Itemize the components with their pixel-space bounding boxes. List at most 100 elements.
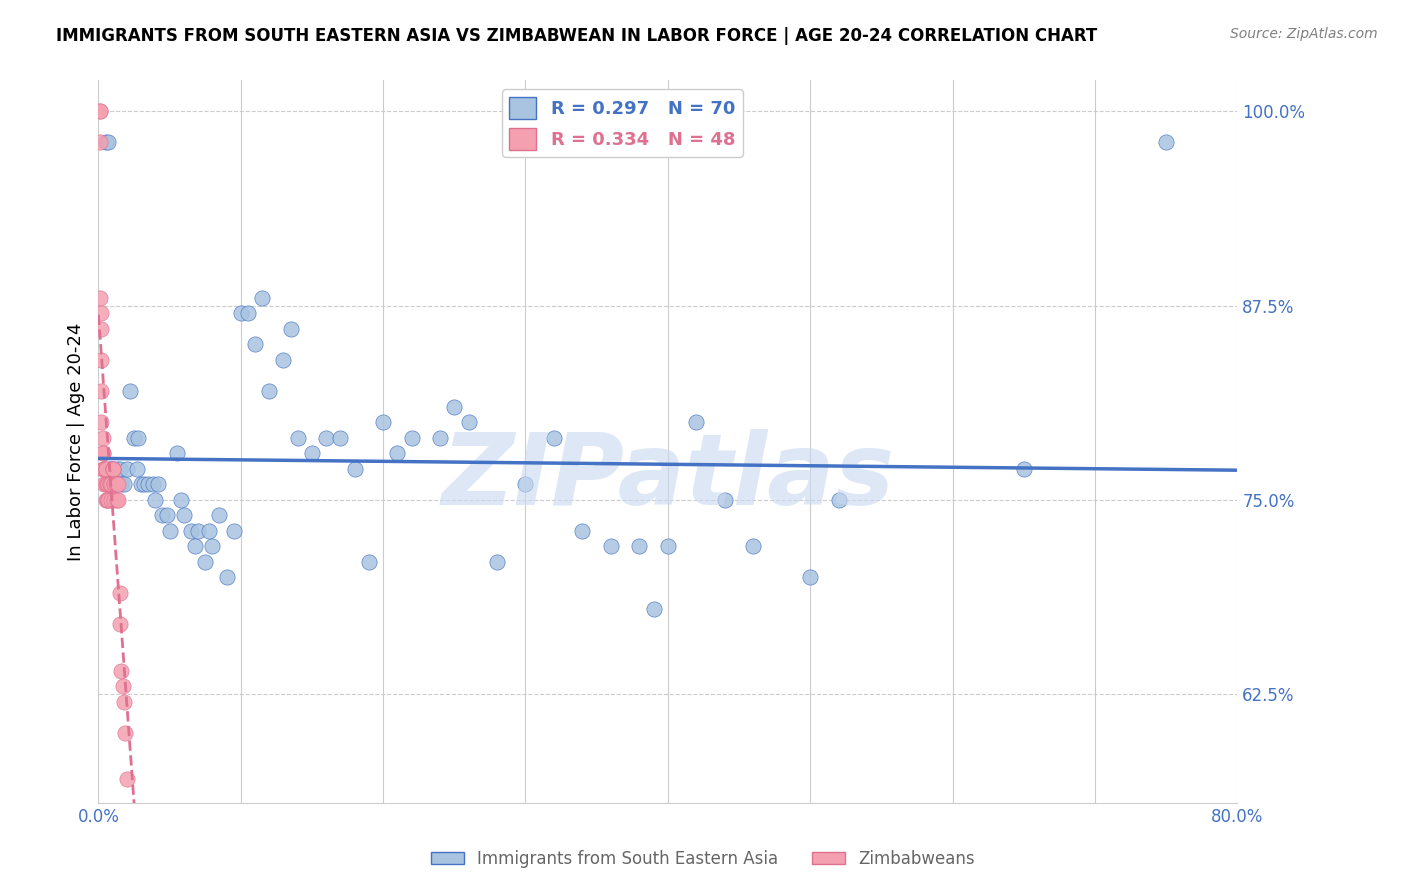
Point: [94, 461, 117, 475]
Point: [156, 508, 179, 523]
Point: [103, 492, 125, 507]
Point: [243, 337, 266, 351]
Point: [401, 431, 423, 445]
Point: [643, 601, 665, 615]
Point: [90, 415, 112, 429]
Point: [108, 461, 131, 475]
Point: [250, 291, 273, 305]
Point: [94, 136, 117, 150]
Point: [127, 431, 149, 445]
Point: [657, 540, 679, 554]
Point: [112, 477, 135, 491]
Point: [571, 524, 593, 538]
Point: [100, 492, 122, 507]
Point: [91, 446, 114, 460]
Point: [129, 477, 152, 491]
Point: [600, 540, 623, 554]
Point: [105, 477, 128, 491]
Point: [112, 695, 135, 709]
Point: [98, 477, 121, 491]
Point: [90, 353, 112, 368]
Point: [98, 461, 121, 475]
Point: [742, 540, 765, 554]
Point: [90, 306, 112, 320]
Point: [91, 446, 114, 460]
Point: [443, 400, 465, 414]
Point: [101, 461, 124, 475]
Point: [101, 461, 124, 475]
Text: IMMIGRANTS FROM SOUTH EASTERN ASIA VS ZIMBABWEAN IN LABOR FORCE | AGE 20-24 CORR: IMMIGRANTS FROM SOUTH EASTERN ASIA VS ZI…: [56, 27, 1098, 45]
Point: [105, 477, 128, 491]
Point: [105, 461, 128, 475]
Point: [329, 431, 352, 445]
Point: [94, 477, 117, 491]
Point: [114, 726, 136, 740]
Point: [96, 492, 118, 507]
Point: [97, 136, 120, 150]
Point: [107, 492, 129, 507]
Point: [280, 322, 302, 336]
Point: [152, 508, 174, 523]
Point: [98, 477, 121, 491]
Point: [170, 492, 193, 507]
Point: [259, 384, 281, 398]
Point: [105, 492, 128, 507]
Point: [194, 555, 217, 569]
Point: [486, 555, 509, 569]
Point: [1012, 461, 1035, 475]
Point: [429, 431, 451, 445]
Point: [159, 524, 181, 538]
Point: [457, 415, 479, 429]
Point: [1154, 136, 1177, 150]
Point: [287, 431, 309, 445]
Point: [315, 431, 337, 445]
Point: [714, 492, 737, 507]
Point: [100, 461, 122, 475]
Point: [387, 446, 409, 460]
Point: [148, 477, 170, 491]
Point: [166, 446, 188, 460]
Point: [91, 461, 114, 475]
Point: [208, 508, 231, 523]
Point: [89, 291, 111, 305]
Point: [107, 477, 129, 491]
Point: [357, 555, 380, 569]
Point: [373, 415, 395, 429]
Point: [198, 524, 221, 538]
Point: [201, 540, 224, 554]
Point: [515, 477, 537, 491]
Point: [97, 477, 120, 491]
Point: [104, 477, 127, 491]
Point: [103, 477, 125, 491]
Point: [96, 477, 118, 491]
Point: [343, 461, 366, 475]
Point: [122, 431, 145, 445]
Point: [115, 772, 138, 787]
Point: [136, 477, 159, 491]
Text: ZIPatlas: ZIPatlas: [441, 429, 894, 526]
Point: [110, 664, 132, 678]
Point: [236, 306, 259, 320]
Point: [141, 477, 163, 491]
Point: [108, 586, 131, 600]
Point: [90, 322, 112, 336]
Point: [628, 540, 651, 554]
Text: Source: ZipAtlas.com: Source: ZipAtlas.com: [1230, 27, 1378, 41]
Point: [115, 461, 138, 475]
Point: [89, 104, 111, 119]
Point: [93, 477, 115, 491]
Point: [685, 415, 707, 429]
Point: [799, 570, 821, 584]
Point: [100, 477, 122, 491]
Point: [180, 524, 202, 538]
Point: [97, 492, 120, 507]
Point: [101, 461, 124, 475]
Point: [222, 524, 245, 538]
Legend: R = 0.297   N = 70, R = 0.334   N = 48: R = 0.297 N = 70, R = 0.334 N = 48: [502, 89, 742, 157]
Point: [101, 461, 124, 475]
Point: [543, 431, 565, 445]
Point: [828, 492, 851, 507]
Point: [301, 446, 323, 460]
Point: [94, 461, 117, 475]
Y-axis label: In Labor Force | Age 20-24: In Labor Force | Age 20-24: [66, 322, 84, 561]
